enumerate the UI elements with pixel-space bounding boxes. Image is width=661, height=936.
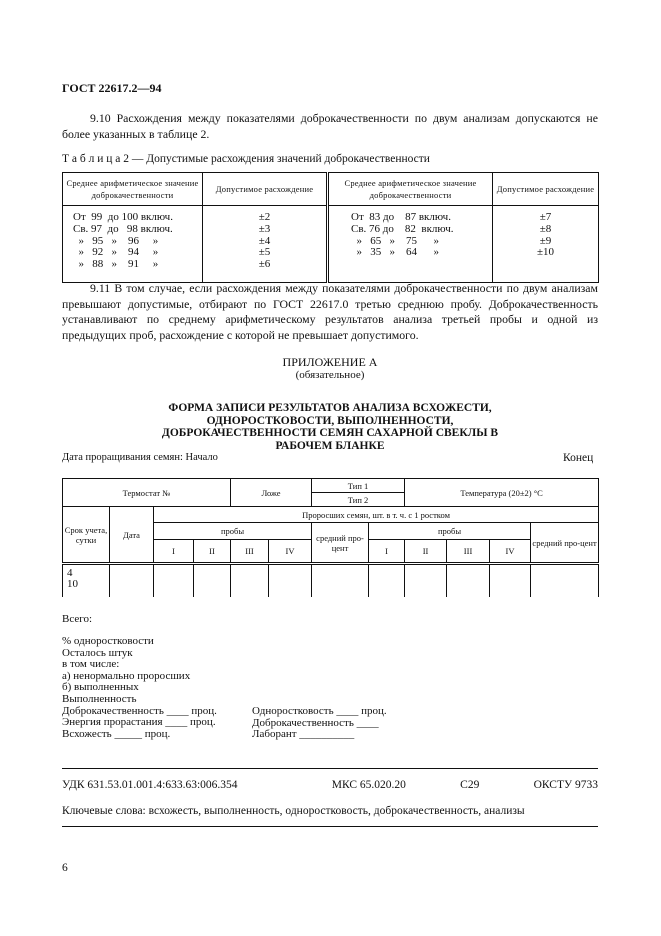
sample-iv: IV [489, 539, 532, 564]
date-end: Конец [563, 452, 594, 464]
form-title: ФОРМА ЗАПИСИ РЕЗУЛЬТАТОВ АНАЛИЗА ВСХОЖЕС… [161, 402, 499, 452]
col-header: Среднее арифметическое значение доброкач… [62, 172, 203, 206]
days-cell: 4 10 [62, 563, 110, 597]
sample-iv: IV [268, 539, 313, 564]
col-header: Допустимое расхождение [202, 172, 328, 206]
category-code: С29 [460, 779, 480, 791]
divider [62, 768, 598, 769]
keywords: Ключевые слова: всхожесть, выполненность… [62, 805, 525, 817]
divider [62, 826, 598, 827]
okstu: ОКСТУ 9733 [533, 779, 598, 791]
classification-line: УДК 631.53.01.001.4:633.63:006.354 МКС 6… [62, 779, 598, 791]
date-start: Дата проращивания семян: Начало [62, 452, 218, 463]
total-label: Всего: [62, 613, 93, 625]
sample-iii: III [446, 539, 491, 564]
appendix-subtitle: (обязательное) [295, 369, 365, 381]
thermostat-cell: Термостат № [61, 478, 232, 507]
date-header: Дата [109, 506, 154, 564]
results-list-left: % одноростковости Осталось штук в том числ… [62, 635, 217, 740]
mks: МКС 65.020.20 [331, 779, 406, 791]
sample-ii: II [404, 539, 448, 564]
values-left: ±2 ±3 ±4 ±5 ±6 [202, 205, 328, 283]
type2-cell: Тип 2 [311, 492, 406, 507]
sample-i: I [153, 539, 194, 564]
values-right: ±7 ±8 ±9 ±10 [492, 205, 599, 283]
paragraph-9-11: 9.11 В том случае, если расхождения межд… [62, 281, 598, 342]
avg-header: средний про-цент [530, 522, 600, 564]
table-caption: Т а б л и ц а 2 — Допустимые расхождения… [62, 153, 430, 165]
page-number: 6 [62, 862, 68, 874]
sample-ii: II [192, 539, 232, 564]
term-header: Срок учета, сутки [62, 506, 110, 564]
ranges-left: От 99 до 100 включ. Св. 97 до 98 включ. »… [62, 205, 203, 283]
appendix-title: ПРИЛОЖЕНИЕ А [282, 355, 378, 369]
record-form-table: Термостат № Ложе Тип 1 Температура (20±2… [61, 478, 600, 597]
samples-header: пробы [368, 522, 532, 540]
document-header: ГОСТ 22617.2—94 [62, 81, 162, 95]
table-2: Среднее арифметическое значение доброкач… [62, 172, 599, 283]
col-header: Допустимое расхождение [492, 172, 599, 206]
ranges-right: От 83 до 87 включ. Св. 76 до 82 включ. » … [326, 205, 493, 283]
sprouted-header: Проросших семян, шт. в т. ч. с 1 ростком [152, 506, 600, 523]
udk: УДК 631.53.01.001.4:633.63:006.354 [62, 779, 238, 791]
sample-iii: III [230, 539, 270, 564]
col-header: Среднее арифметическое значение доброкач… [326, 172, 493, 206]
sample-i: I [368, 539, 406, 564]
samples-header: пробы [152, 522, 313, 540]
paragraph-9-10: 9.10 Расхождения между показателями добр… [62, 111, 598, 141]
bed-cell: Ложе [230, 478, 313, 507]
temperature-cell: Температура (20±2) °С [404, 478, 600, 507]
results-list-right: Одноростковость ____ проц. Доброкачествен… [252, 705, 387, 741]
type1-cell: Тип 1 [311, 478, 406, 493]
avg-header: средний про-цент [311, 522, 370, 564]
